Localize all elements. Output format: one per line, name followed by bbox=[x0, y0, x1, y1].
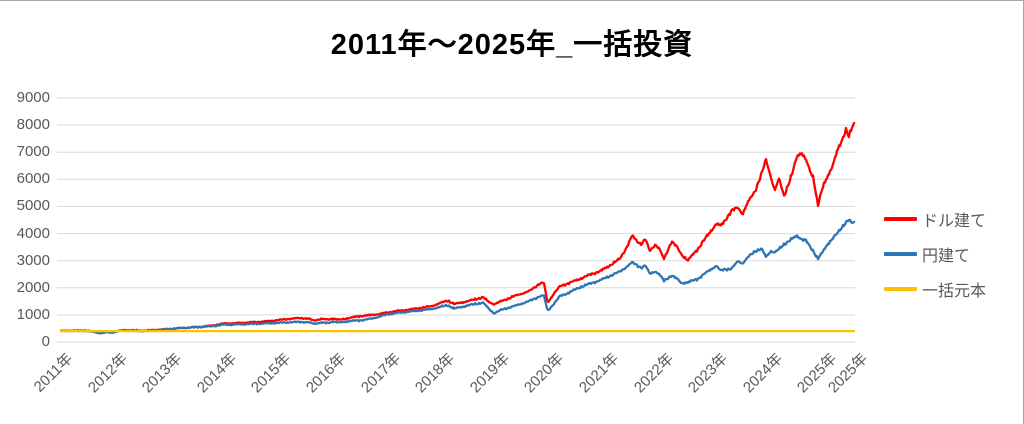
y-axis-label: 9000 bbox=[16, 89, 50, 106]
legend-item-yen: 円建て bbox=[884, 242, 970, 266]
legend-swatch-principal bbox=[884, 287, 917, 291]
legend-label-principal: 一括元本 bbox=[922, 283, 987, 300]
y-axis-label: 7000 bbox=[16, 143, 50, 161]
series-line-dollar bbox=[59, 121, 856, 335]
y-axis-label: 3000 bbox=[16, 251, 50, 269]
y-axis-label: 1000 bbox=[16, 305, 50, 323]
legend-swatch-yen bbox=[884, 252, 917, 256]
chart-title: 2011年～2025年_一括投資 bbox=[330, 29, 694, 61]
y-axis-label: 6000 bbox=[16, 170, 50, 188]
y-axis-label: 8000 bbox=[16, 116, 50, 134]
y-axis-label: 0 bbox=[41, 333, 50, 350]
y-axis-label: 5000 bbox=[16, 197, 50, 215]
legend-swatch-dollar bbox=[884, 217, 917, 221]
series-line-yen bbox=[59, 218, 856, 335]
y-axis-label: 2000 bbox=[16, 278, 50, 296]
legend-item-dollar: ドル建て bbox=[884, 207, 986, 231]
legend-label-dollar: ドル建て bbox=[922, 213, 987, 230]
legend-label-yen: 円建て bbox=[922, 248, 971, 265]
y-axis-label: 4000 bbox=[16, 224, 50, 242]
legend-item-principal: 一括元本 bbox=[884, 277, 986, 301]
